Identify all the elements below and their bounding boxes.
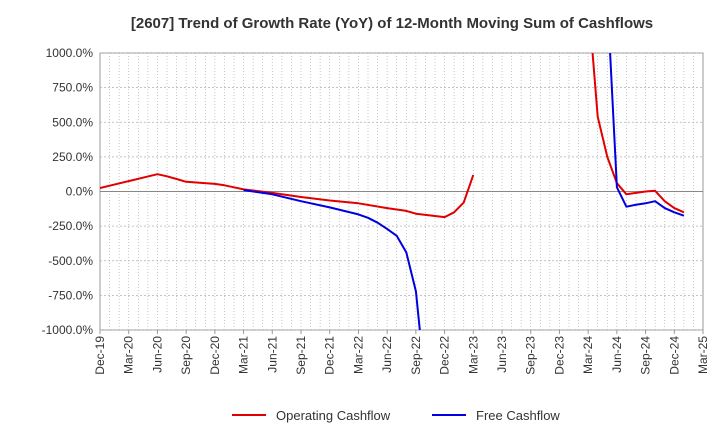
x-tick-label: Jun-20 [150, 336, 164, 373]
x-tick-label: Sep-21 [294, 336, 308, 375]
y-tick-label: 250.0% [52, 150, 93, 164]
x-tick-label: Dec-24 [667, 336, 681, 375]
y-tick-label: 500.0% [52, 115, 93, 129]
y-tick-label: 750.0% [52, 81, 93, 95]
y-tick-label: -1000.0% [42, 323, 94, 337]
y-axis: 1000.0% 750.0% 500.0% 250.0% 0.0% -250.0% -500… [42, 46, 94, 337]
x-tick-label: Jun-23 [495, 336, 509, 373]
x-tick-label: Sep-20 [179, 336, 193, 375]
x-tick-label: Mar-22 [351, 336, 365, 374]
y-tick-label: -500.0% [48, 254, 93, 268]
x-tick-label: Mar-21 [237, 336, 251, 374]
series-lines [100, 53, 685, 330]
x-tick-label: Sep-22 [409, 336, 423, 375]
chart-title: [2607] Trend of Growth Rate (YoY) of 12-… [131, 15, 653, 32]
x-tick-label: Mar-20 [122, 336, 136, 374]
series-line-free-cashflow [243, 189, 421, 330]
x-tick-label: Dec-19 [93, 336, 107, 375]
x-tick-label: Dec-20 [208, 336, 222, 375]
legend: Operating Cashflow Free Cashflow [232, 408, 560, 423]
x-tick-label: Mar-25 [696, 336, 710, 374]
y-tick-label: -250.0% [48, 219, 93, 233]
x-tick-label: Mar-23 [466, 336, 480, 374]
y-tick-label: 0.0% [66, 185, 94, 199]
x-tick-label: Sep-23 [524, 336, 538, 375]
legend-label: Operating Cashflow [276, 408, 391, 423]
x-tick-label: Jun-21 [265, 336, 279, 373]
x-tick-label: Sep-24 [639, 336, 653, 375]
x-tick-label: Dec-22 [438, 336, 452, 375]
legend-label: Free Cashflow [476, 408, 560, 423]
x-tick-label: Jun-24 [610, 336, 624, 373]
y-tick-label: 1000.0% [46, 46, 94, 60]
x-tick-label: Dec-23 [552, 336, 566, 375]
y-tick-label: -750.0% [48, 288, 93, 302]
x-tick-label: Jun-22 [380, 336, 394, 373]
x-axis: Dec-19 Mar-20 Jun-20 Sep-20 Dec-20 Mar-21 Jun-… [93, 330, 710, 375]
x-tick-label: Dec-21 [323, 336, 337, 375]
series-line-free-cashflow [609, 53, 685, 217]
series-line-operating-cashflow [591, 53, 685, 214]
series-line-operating-cashflow [100, 173, 475, 219]
x-tick-label: Mar-24 [581, 336, 595, 374]
